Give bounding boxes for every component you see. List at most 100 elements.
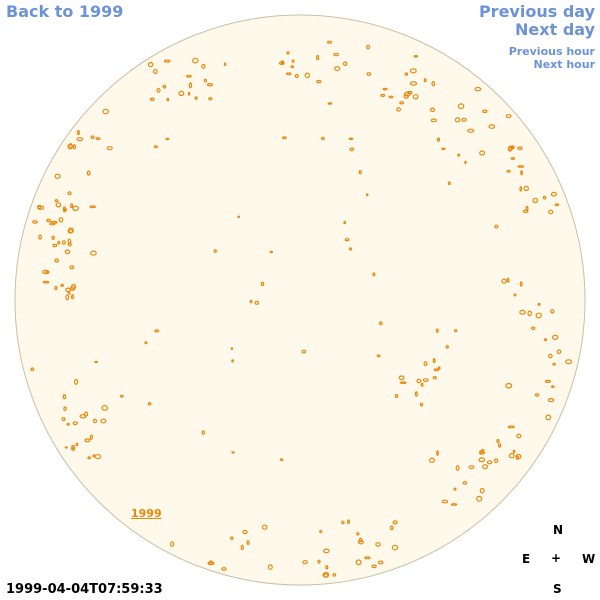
feature-contour bbox=[186, 74, 192, 78]
feature-contour bbox=[464, 160, 467, 165]
feature-contour bbox=[349, 147, 355, 152]
previous-hour-link[interactable]: Previous hour bbox=[508, 45, 595, 58]
feature-contour bbox=[454, 329, 458, 333]
feature-contour bbox=[419, 402, 424, 407]
feature-contour bbox=[208, 96, 213, 101]
feature-contour bbox=[120, 394, 124, 398]
feature-contour bbox=[62, 206, 67, 213]
feature-contour bbox=[67, 290, 71, 295]
feature-contour bbox=[203, 78, 207, 83]
feature-contour bbox=[506, 277, 510, 283]
feature-contour bbox=[441, 147, 446, 151]
feature-contour bbox=[76, 137, 84, 142]
previous-day-link[interactable]: Previous day bbox=[478, 2, 595, 21]
feature-contour bbox=[317, 559, 321, 564]
feature-contour bbox=[201, 430, 205, 435]
feature-contour bbox=[554, 203, 560, 207]
feature-contour bbox=[334, 66, 341, 72]
feature-contour bbox=[246, 540, 250, 545]
feature-contour bbox=[147, 61, 154, 68]
feature-contour bbox=[240, 544, 244, 551]
feature-contour bbox=[213, 249, 217, 253]
feature-contour bbox=[153, 68, 158, 75]
feature-contour bbox=[512, 449, 516, 454]
feature-contour bbox=[550, 309, 555, 314]
feature-contour bbox=[437, 366, 441, 370]
feature-contour bbox=[149, 97, 155, 102]
feature-contour bbox=[231, 451, 235, 454]
feature-contour bbox=[433, 368, 440, 372]
feature-contour bbox=[391, 544, 399, 551]
feature-contour bbox=[357, 540, 364, 545]
feature-contour bbox=[376, 354, 381, 358]
feature-contour bbox=[420, 382, 424, 387]
feature-contour bbox=[423, 361, 428, 367]
feature-contour bbox=[279, 458, 284, 461]
feature-contour bbox=[423, 78, 427, 83]
feature-contour bbox=[344, 238, 350, 242]
feature-contour bbox=[398, 375, 405, 381]
feature-contour bbox=[60, 283, 64, 287]
feature-contour bbox=[72, 205, 79, 212]
feature-contour bbox=[488, 124, 496, 129]
feature-contour bbox=[261, 524, 268, 530]
feature-contour bbox=[61, 417, 66, 422]
feature-contour bbox=[413, 54, 419, 58]
feature-contour bbox=[237, 215, 240, 219]
feature-contour bbox=[63, 406, 67, 411]
feature-contour bbox=[221, 567, 227, 571]
observation-timestamp: 1999-04-04T07:59:33 bbox=[6, 582, 163, 597]
feature-contour bbox=[170, 541, 175, 547]
feature-contour bbox=[389, 525, 394, 531]
feature-contour bbox=[431, 80, 436, 87]
feature-contour bbox=[513, 293, 517, 297]
feature-contour bbox=[409, 68, 417, 74]
feature-contour bbox=[58, 217, 64, 223]
feature-contour bbox=[153, 145, 158, 149]
feature-contour bbox=[545, 414, 552, 421]
feature-contour bbox=[188, 82, 193, 89]
next-day-link[interactable]: Next day bbox=[515, 20, 595, 39]
feature-contour bbox=[428, 457, 436, 463]
feature-contour bbox=[371, 564, 377, 569]
feature-contour bbox=[32, 220, 38, 224]
feature-contour bbox=[496, 439, 500, 444]
feature-contour bbox=[50, 220, 58, 224]
feature-contour bbox=[482, 464, 489, 470]
feature-contour bbox=[102, 108, 110, 115]
feature-contour bbox=[455, 465, 460, 471]
feature-contour bbox=[556, 349, 562, 355]
feature-contour bbox=[432, 358, 436, 364]
feature-contour bbox=[319, 529, 323, 534]
feature-contour bbox=[269, 250, 273, 254]
feature-contour bbox=[399, 381, 407, 385]
feature-contour bbox=[42, 269, 49, 275]
feature-contour bbox=[316, 54, 320, 61]
feature-contour bbox=[527, 310, 533, 317]
feature-contour bbox=[543, 338, 548, 342]
feature-contour bbox=[462, 481, 468, 485]
feature-contour bbox=[332, 573, 337, 577]
feature-contour bbox=[479, 150, 486, 156]
feature-contour bbox=[321, 136, 325, 141]
feature-contour bbox=[260, 281, 265, 286]
feature-contour bbox=[67, 238, 72, 245]
feature-contour bbox=[347, 519, 351, 525]
feature-contour bbox=[327, 40, 333, 44]
year-1999-link[interactable]: 1999 bbox=[131, 507, 162, 520]
feature-contour bbox=[356, 532, 360, 536]
feature-contour bbox=[101, 405, 109, 411]
back-to-year-link[interactable]: Back to 1999 bbox=[6, 2, 124, 21]
feature-contour bbox=[316, 79, 322, 84]
feature-contour bbox=[548, 209, 554, 215]
feature-contour bbox=[291, 59, 295, 63]
feature-contour bbox=[447, 181, 451, 186]
feature-contour bbox=[76, 130, 80, 136]
feature-contour bbox=[147, 402, 152, 406]
feature-contour bbox=[542, 195, 547, 200]
feature-contour bbox=[55, 202, 62, 208]
feature-contour bbox=[537, 302, 541, 306]
feature-contour bbox=[454, 117, 461, 123]
next-hour-link[interactable]: Next hour bbox=[533, 58, 596, 71]
feature-contour bbox=[223, 62, 227, 66]
